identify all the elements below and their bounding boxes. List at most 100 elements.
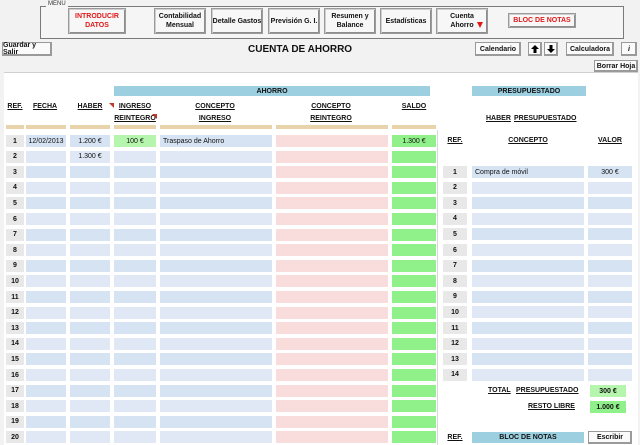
ingreso-cell[interactable]	[114, 166, 156, 179]
saldo-cell[interactable]	[392, 337, 436, 350]
presup-valor-cell[interactable]	[588, 228, 632, 241]
presup-concepto-cell[interactable]	[472, 337, 584, 350]
presup-concepto-cell[interactable]	[472, 197, 584, 210]
fecha-cell[interactable]	[26, 228, 66, 241]
ingreso-cell[interactable]	[114, 213, 156, 225]
ingreso-cell[interactable]	[114, 306, 156, 319]
concepto-ingreso-cell[interactable]	[160, 306, 272, 319]
ingreso-cell[interactable]	[114, 197, 156, 210]
fecha-cell[interactable]	[26, 431, 66, 444]
haber-cell[interactable]	[70, 400, 110, 413]
saldo-cell[interactable]	[392, 275, 436, 288]
concepto-reintegro-cell[interactable]	[276, 291, 388, 303]
concepto-ingreso-cell[interactable]	[160, 181, 272, 194]
haber-cell[interactable]	[70, 322, 110, 335]
ingreso-cell[interactable]	[114, 322, 156, 335]
fecha-cell[interactable]	[26, 306, 66, 319]
fecha-cell[interactable]	[26, 244, 66, 257]
ingreso-cell[interactable]	[114, 415, 156, 428]
fecha-cell[interactable]	[26, 259, 66, 272]
fecha-cell[interactable]	[26, 415, 66, 428]
concepto-reintegro-cell[interactable]	[276, 150, 388, 163]
concepto-ingreso-cell[interactable]	[160, 275, 272, 288]
concepto-ingreso-cell[interactable]	[160, 431, 272, 444]
saldo-cell[interactable]	[392, 431, 436, 444]
ingreso-cell[interactable]	[114, 353, 156, 366]
calendario-button[interactable]: Calendario	[475, 42, 521, 56]
introducir-datos-button[interactable]: INTRODUCIR DATOS	[68, 8, 126, 34]
concepto-reintegro-cell[interactable]	[276, 322, 388, 335]
ingreso-cell[interactable]	[114, 150, 156, 163]
saldo-cell[interactable]	[392, 259, 436, 272]
presup-concepto-cell[interactable]	[472, 259, 584, 272]
saldo-cell[interactable]	[392, 244, 436, 257]
concepto-reintegro-cell[interactable]	[276, 431, 388, 444]
contabilidad-mensual-button[interactable]: Contabilidad Mensual	[154, 8, 206, 34]
presup-concepto-cell[interactable]	[472, 353, 584, 366]
concepto-ingreso-cell[interactable]: Traspaso de Ahorro	[160, 135, 272, 147]
ingreso-cell[interactable]	[114, 337, 156, 350]
fecha-cell[interactable]	[26, 291, 66, 303]
fecha-cell[interactable]	[26, 369, 66, 381]
calculadora-button[interactable]: Calculadora	[566, 42, 614, 56]
fecha-cell[interactable]	[26, 181, 66, 194]
fecha-cell[interactable]	[26, 213, 66, 225]
prevision-button[interactable]: Previsión G. I.	[268, 8, 320, 34]
saldo-cell[interactable]	[392, 369, 436, 381]
concepto-ingreso-cell[interactable]	[160, 166, 272, 179]
saldo-cell[interactable]	[392, 322, 436, 335]
saldo-cell[interactable]	[392, 353, 436, 366]
saldo-cell[interactable]	[392, 306, 436, 319]
concepto-ingreso-cell[interactable]	[160, 415, 272, 428]
saldo-cell[interactable]	[392, 291, 436, 303]
haber-cell[interactable]: 1.300 €	[70, 150, 110, 163]
presup-concepto-cell[interactable]	[472, 275, 584, 288]
saldo-cell[interactable]	[392, 415, 436, 428]
fecha-cell[interactable]	[26, 400, 66, 413]
haber-cell[interactable]	[70, 275, 110, 288]
concepto-ingreso-cell[interactable]	[160, 244, 272, 257]
presup-concepto-cell[interactable]	[472, 306, 584, 319]
guardar-salir-button[interactable]: Guardar y Salir	[2, 42, 52, 56]
presup-valor-cell[interactable]	[588, 353, 632, 366]
concepto-ingreso-cell[interactable]	[160, 197, 272, 210]
saldo-cell[interactable]	[392, 197, 436, 210]
concepto-reintegro-cell[interactable]	[276, 244, 388, 257]
presup-concepto-cell[interactable]	[472, 212, 584, 225]
presup-valor-cell[interactable]	[588, 197, 632, 210]
haber-cell[interactable]	[70, 415, 110, 428]
concepto-reintegro-cell[interactable]	[276, 197, 388, 210]
presup-concepto-cell[interactable]	[472, 244, 584, 256]
ingreso-cell[interactable]: 100 €	[114, 135, 156, 147]
haber-cell[interactable]	[70, 213, 110, 225]
ingreso-cell[interactable]	[114, 400, 156, 413]
fecha-cell[interactable]	[26, 275, 66, 288]
concepto-reintegro-cell[interactable]	[276, 369, 388, 381]
concepto-ingreso-cell[interactable]	[160, 228, 272, 241]
escribir-button[interactable]: Escribir	[588, 431, 632, 444]
info-button[interactable]: i	[621, 42, 637, 56]
concepto-ingreso-cell[interactable]	[160, 337, 272, 350]
concepto-reintegro-cell[interactable]	[276, 353, 388, 366]
concepto-reintegro-cell[interactable]	[276, 400, 388, 413]
presup-concepto-cell[interactable]	[472, 228, 584, 241]
ingreso-cell[interactable]	[114, 228, 156, 241]
concepto-reintegro-cell[interactable]	[276, 135, 388, 147]
presup-valor-cell[interactable]	[588, 212, 632, 225]
presup-concepto-cell[interactable]	[472, 181, 584, 194]
haber-cell[interactable]	[70, 337, 110, 350]
haber-cell[interactable]	[70, 259, 110, 272]
presup-valor-cell[interactable]	[588, 275, 632, 288]
presup-valor-cell[interactable]	[588, 306, 632, 319]
haber-cell[interactable]	[70, 181, 110, 194]
presup-concepto-cell[interactable]	[472, 368, 584, 381]
concepto-ingreso-cell[interactable]	[160, 150, 272, 163]
saldo-cell[interactable]: 1.300 €	[392, 135, 436, 147]
ingreso-cell[interactable]	[114, 181, 156, 194]
saldo-cell[interactable]	[392, 181, 436, 194]
saldo-cell[interactable]	[392, 384, 436, 397]
bloc-de-notas-button[interactable]: BLOC DE NOTAS	[508, 13, 576, 28]
ingreso-cell[interactable]	[114, 431, 156, 444]
saldo-cell[interactable]	[392, 228, 436, 241]
haber-cell[interactable]: 1.200 €	[70, 135, 110, 147]
